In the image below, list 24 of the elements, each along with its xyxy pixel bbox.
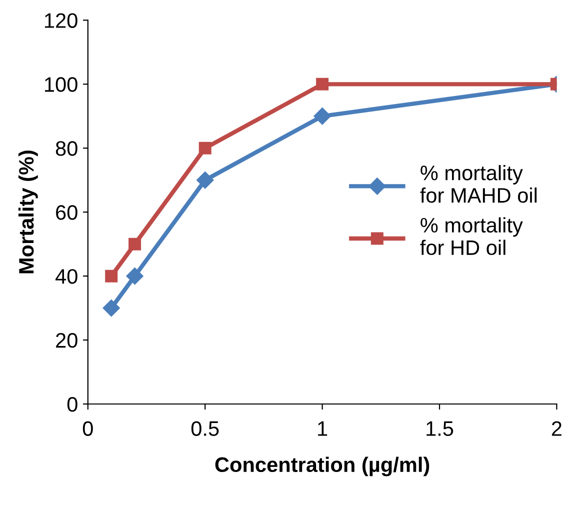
point bbox=[314, 108, 331, 125]
x-axis-title: Concentration (µg/ml) bbox=[215, 456, 430, 476]
y-tick-label: 60 bbox=[56, 205, 78, 220]
y-tick-label: 120 bbox=[45, 13, 78, 28]
point bbox=[196, 172, 214, 189]
point bbox=[126, 268, 144, 285]
y-tick-label: 80 bbox=[56, 141, 78, 156]
x-tick-label: 1.5 bbox=[426, 421, 454, 436]
y-tick-label: 0 bbox=[67, 397, 78, 412]
point bbox=[128, 238, 142, 250]
legend-label: % mortality for MAHD oil bbox=[420, 165, 537, 203]
point bbox=[105, 270, 118, 282]
x-tick-label: 0.5 bbox=[191, 421, 219, 436]
y-tick-label: 100 bbox=[45, 77, 78, 92]
y-axis-title: Mortality (%) bbox=[18, 150, 38, 274]
y-tick-label: 40 bbox=[55, 269, 78, 284]
y-tick-label: 20 bbox=[56, 333, 78, 348]
x-tick-label: 2 bbox=[552, 421, 562, 436]
x-tick-label: 1 bbox=[318, 421, 328, 436]
point bbox=[316, 78, 329, 90]
legend-label: % mortality for HD oil bbox=[420, 217, 523, 256]
x-tick-label: 0 bbox=[82, 421, 93, 436]
point bbox=[198, 142, 212, 154]
point bbox=[102, 300, 120, 317]
